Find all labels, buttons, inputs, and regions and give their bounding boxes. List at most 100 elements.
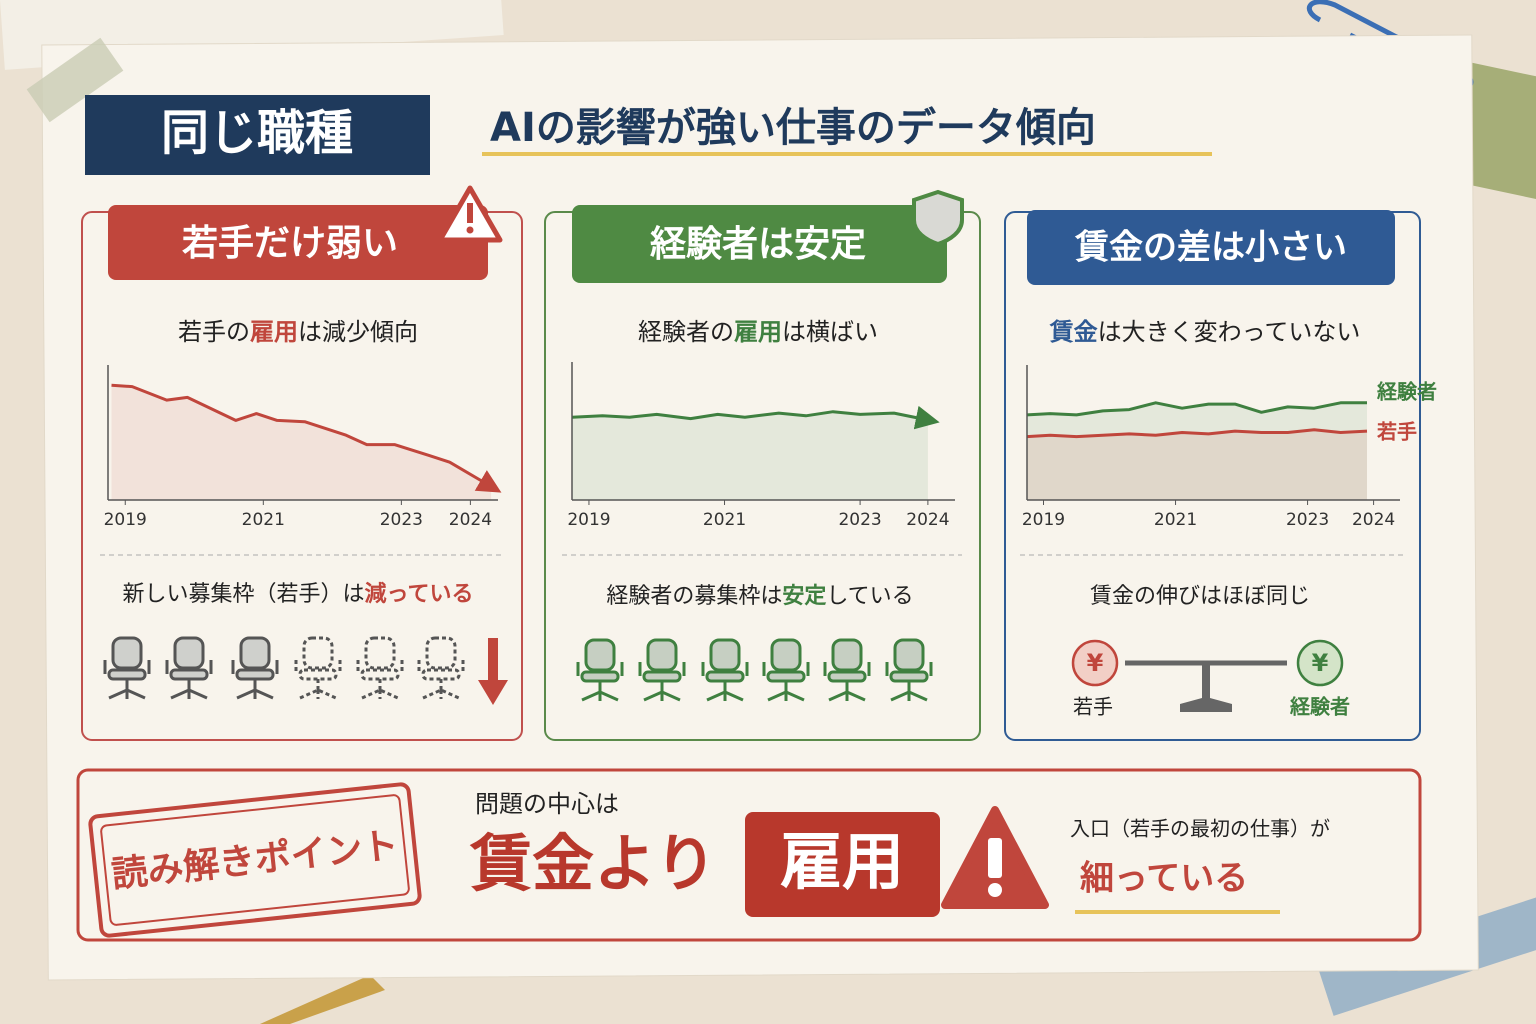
chair-arms: [417, 660, 465, 674]
tape: [26, 37, 124, 123]
chair-seat: [827, 670, 867, 683]
panel-heading: 若手だけ弱い: [182, 223, 398, 264]
x-tick-label: 2019: [104, 510, 147, 530]
x-tick-label: 2021: [1154, 510, 1197, 530]
series-label: 経験者: [1376, 379, 1437, 403]
caption-part: 若手の: [178, 318, 250, 346]
scale-label: 若手: [1073, 695, 1113, 719]
chair-arms: [823, 662, 871, 676]
x-tick-label: 2023: [380, 510, 423, 530]
note-part: 新しい募集枠（若手）は: [123, 582, 365, 607]
panel-heading-bg: [1027, 210, 1395, 285]
footer-frame: [76, 768, 1422, 942]
note-part: 経験者の募集枠は: [606, 584, 782, 609]
chair-icon: [165, 636, 213, 700]
warning-icon-mark: [467, 203, 473, 223]
x-tick-label: 2024: [1352, 510, 1395, 530]
yen-icon: [1296, 639, 1344, 687]
chair-icon: [294, 636, 342, 700]
chair-base: [643, 681, 681, 702]
yen-icon: [1071, 639, 1119, 687]
chair-seat: [580, 670, 620, 683]
chair-arms: [103, 660, 151, 674]
chair-icon: [823, 638, 871, 702]
caption-part: は減少傾向: [298, 318, 418, 346]
chair-base: [170, 679, 208, 700]
area: [1027, 402, 1367, 500]
stamp-border: [88, 782, 422, 938]
stamp-border: [100, 794, 410, 926]
chair-back: [893, 638, 925, 672]
chair-arms: [885, 662, 933, 676]
chair-seat: [298, 668, 338, 681]
chair-icon: [762, 638, 810, 702]
chair-seat: [889, 670, 929, 683]
footer-lead: 問題の中心は: [475, 790, 619, 818]
x-tick-label: 2023: [1286, 510, 1329, 530]
chair-arms: [701, 662, 749, 676]
chair-arms: [576, 662, 624, 676]
x-tick-label: 2024: [449, 510, 492, 530]
chair-base: [767, 681, 805, 702]
warning-icon-mark: [988, 838, 1002, 878]
yen-symbol: ¥: [1087, 649, 1104, 677]
caption-emphasis: 雇用: [250, 318, 298, 346]
chair-arms: [231, 660, 279, 674]
chair-back: [709, 638, 741, 672]
footer-headline-emphasis: 雇用: [780, 825, 904, 898]
chair-back: [364, 636, 396, 670]
caption-emphasis: 賃金: [1049, 318, 1098, 346]
chair-back: [425, 636, 457, 670]
chair-back: [111, 636, 143, 670]
warning-icon-dot: [466, 226, 474, 234]
title: AIの影響が強い仕事のデータ傾向: [490, 105, 1096, 151]
line: [571, 405, 940, 430]
area: [111, 385, 492, 500]
chair-base: [706, 681, 744, 702]
chart-caption: 若手の雇用は減少傾向: [178, 318, 418, 346]
yen-symbol: ¥: [1312, 649, 1329, 677]
chair-arms: [762, 662, 810, 676]
series-label: 若手: [1376, 420, 1417, 444]
panel-heading: 経験者は安定: [650, 224, 866, 265]
panel-note: 賃金の伸びはほぼ同じ: [1090, 584, 1310, 609]
chair-base: [236, 679, 274, 700]
title-badge: 同じ職種: [161, 105, 353, 161]
note-part: している: [826, 584, 913, 609]
footer-emphasis: 細っている: [1080, 859, 1248, 899]
chair-icon: [576, 638, 624, 702]
footer-note: 入口（若手の最初の仕事）が: [1070, 817, 1330, 841]
x-tick-label: 2021: [703, 510, 746, 530]
chart-caption: 経験者の雇用は横ばい: [638, 318, 878, 346]
pen: [260, 975, 385, 1024]
chair-base: [581, 681, 619, 702]
area: [1027, 429, 1367, 500]
x-tick-label: 2019: [567, 510, 610, 530]
chair-arms: [356, 660, 404, 674]
caption-emphasis: 雇用: [734, 318, 782, 346]
panel-note: 経験者の募集枠は安定している: [606, 583, 913, 609]
area: [572, 411, 928, 500]
chair-seat: [421, 668, 461, 681]
chair-icon: [701, 638, 749, 702]
footer-headline: 賃金より: [469, 827, 717, 900]
chair-back: [173, 636, 205, 670]
chair-back: [239, 636, 271, 670]
panel-heading-bg: [572, 205, 947, 283]
line: [1026, 401, 1367, 417]
chair-icon: [885, 638, 933, 702]
chair-arms: [638, 662, 686, 676]
down-arrow: [478, 638, 508, 705]
scale-label: 経験者: [1289, 695, 1350, 719]
x-tick-label: 2024: [906, 510, 949, 530]
x-tick-label: 2019: [1022, 510, 1065, 530]
x-tick-label: 2023: [838, 510, 881, 530]
caption-part: は大きく変わっていない: [1098, 318, 1361, 346]
chair-back: [584, 638, 616, 672]
chair-icon: [103, 636, 151, 700]
chair-base: [361, 679, 399, 700]
panel-note: 新しい募集枠（若手）は減っている: [123, 582, 474, 607]
chair-seat: [169, 668, 209, 681]
